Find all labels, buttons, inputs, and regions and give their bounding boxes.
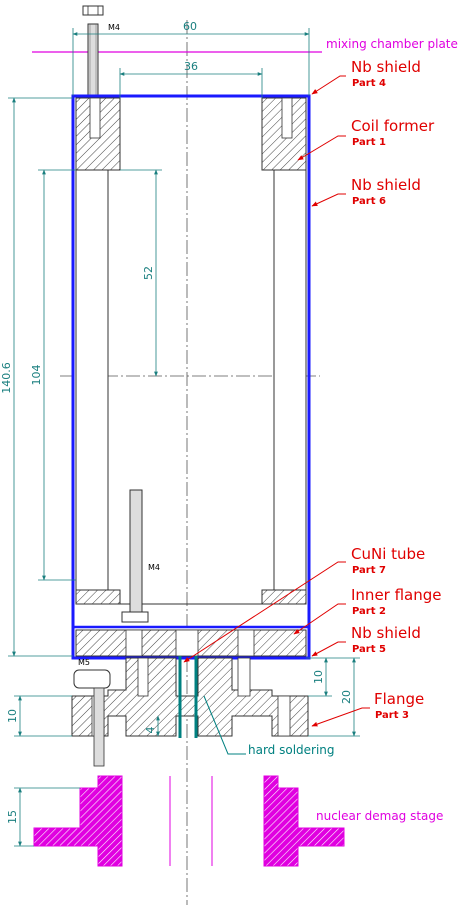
flange: [71, 657, 309, 737]
dim-flange-20: 20: [340, 690, 353, 704]
part-4-number: Part 4: [352, 78, 386, 89]
part-2-name: Inner flange: [351, 586, 442, 604]
dim-height-total: 140.6: [0, 362, 13, 394]
dim-height-half: 52: [142, 266, 155, 280]
part-1-name: Coil former: [351, 117, 435, 135]
dim-flange-10-left: 10: [6, 709, 19, 723]
part-labels: Nb shield Part 4 Coil former Part 1 Nb s…: [351, 58, 442, 721]
dim-width-outer: 60: [183, 20, 197, 33]
label-mixing-chamber: mixing chamber plate: [326, 37, 458, 51]
dim-height-coil: 104: [30, 365, 43, 386]
dim-flange-10-right: 10: [312, 670, 325, 684]
cuni-tube: [178, 656, 198, 738]
part-3-number: Part 3: [375, 710, 409, 721]
bottom-screw: [73, 669, 111, 767]
part-6-name: Nb shield: [351, 176, 421, 194]
inner-flange: [75, 629, 307, 657]
part-5-name: Nb shield: [351, 624, 421, 642]
part-7-number: Part 7: [352, 565, 386, 576]
part-7-name: CuNi tube: [351, 545, 425, 563]
part-5-number: Part 5: [352, 644, 386, 655]
coil-former: [75, 97, 307, 605]
part-2-number: Part 2: [352, 606, 386, 617]
part-1-number: Part 1: [352, 137, 386, 148]
dim-flange-4: 4: [144, 727, 157, 734]
label-nuclear-demag: nuclear demag stage: [316, 809, 443, 823]
part-6-number: Part 6: [352, 196, 386, 207]
leader-lines: [183, 75, 370, 727]
bottom-screw-thread: M5: [78, 658, 90, 667]
hard-soldering-leader: [203, 695, 246, 755]
dimensions: [8, 28, 360, 847]
dim-width-inner: 36: [184, 60, 198, 73]
inner-screw: [121, 489, 149, 623]
inner-screw-thread: M4: [148, 563, 160, 572]
part-4-name: Nb shield: [351, 58, 421, 76]
top-screw-thread: M4: [108, 23, 120, 32]
label-hard-soldering: hard soldering: [248, 743, 335, 757]
dim-stage-15: 15: [6, 810, 19, 824]
nuclear-demag-stage: [33, 775, 345, 867]
part-3-name: Flange: [374, 690, 424, 708]
